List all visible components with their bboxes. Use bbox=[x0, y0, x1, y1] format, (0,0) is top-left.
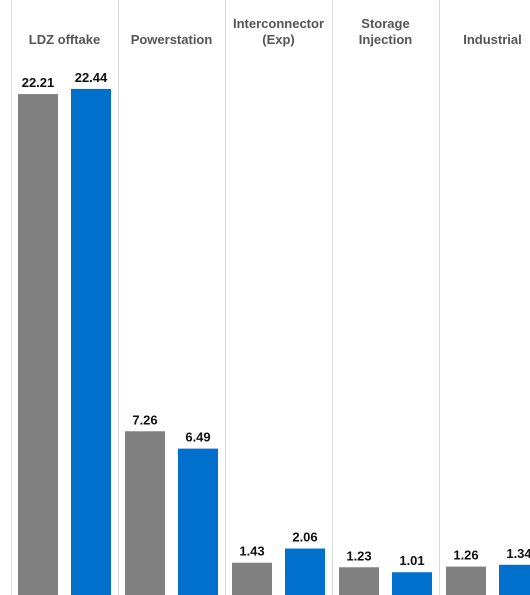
bar-series-2 bbox=[178, 448, 218, 595]
data-label: 6.49 bbox=[185, 430, 210, 445]
bar-series-1 bbox=[339, 567, 379, 595]
bar-series-2 bbox=[285, 548, 325, 595]
data-label: 22.21 bbox=[22, 75, 55, 90]
category-label: Interconnector (Exp) bbox=[233, 16, 324, 47]
data-label: 22.44 bbox=[75, 70, 108, 85]
bar-series-2 bbox=[499, 564, 530, 595]
data-label: 2.06 bbox=[292, 530, 317, 545]
bar-series-2 bbox=[71, 88, 111, 595]
data-label: 1.26 bbox=[453, 548, 478, 563]
bar-series-1 bbox=[232, 562, 272, 595]
bar-series-2 bbox=[392, 572, 432, 595]
category-label: Powerstation bbox=[131, 32, 213, 47]
bar-series-1 bbox=[446, 566, 486, 595]
bar-series-1 bbox=[125, 431, 165, 595]
data-label: 1.23 bbox=[346, 548, 371, 563]
category-label: Industrial bbox=[463, 32, 522, 47]
category-label: Storage Injection bbox=[359, 16, 413, 47]
data-label: 1.43 bbox=[239, 544, 264, 559]
data-label: 1.34 bbox=[506, 546, 530, 561]
category-label: LDZ offtake bbox=[29, 32, 101, 47]
data-label: 7.26 bbox=[132, 412, 157, 427]
bar-series-1 bbox=[18, 94, 58, 595]
data-label: 1.01 bbox=[399, 553, 424, 568]
